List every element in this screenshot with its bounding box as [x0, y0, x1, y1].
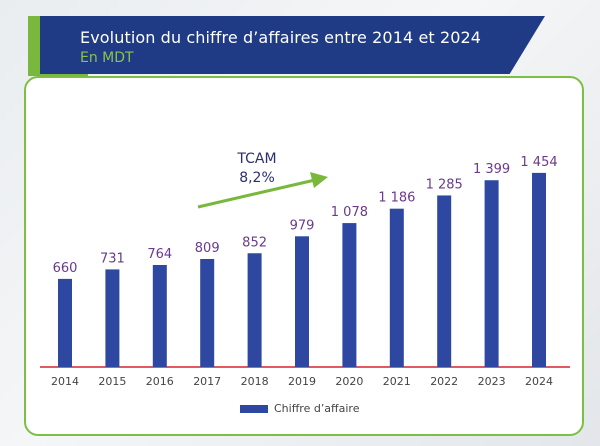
chart-title: Evolution du chiffre d’affaires entre 20…: [80, 28, 482, 47]
value-label-2015: 731: [100, 251, 125, 266]
chart-unit-subtitle: En MDT: [80, 50, 134, 66]
x-tick-label-2014: 2014: [51, 375, 79, 388]
value-label-2022: 1 285: [426, 177, 463, 192]
bar-2019: [295, 236, 309, 367]
x-tick-label-2022: 2022: [430, 375, 458, 388]
trend-arrow-head: [310, 172, 328, 188]
value-label-2018: 852: [242, 235, 267, 250]
bar-2016: [152, 265, 167, 367]
value-label-2014: 660: [53, 261, 78, 276]
value-label-2023: 1 399: [473, 162, 510, 177]
x-tick-label-2020: 2020: [335, 375, 363, 388]
x-tick-label-2023: 2023: [478, 375, 506, 388]
bar-2017: [200, 258, 215, 367]
value-label-2017: 809: [195, 241, 220, 256]
bar-2020: [342, 223, 357, 367]
x-tick-label-2019: 2019: [288, 375, 316, 388]
cagr-label: TCAM: [236, 151, 276, 167]
bar-2024: [532, 172, 546, 367]
legend-swatch: [240, 404, 268, 413]
cagr-value: 8,2%: [239, 170, 275, 186]
x-tick-label-2021: 2021: [383, 375, 411, 388]
x-tick-label-2024: 2024: [525, 375, 553, 388]
value-label-2016: 764: [147, 247, 172, 262]
value-label-2020: 1 078: [331, 205, 368, 220]
bar-2018: [247, 253, 262, 367]
bar-2022: [437, 195, 452, 367]
bar-2023: [484, 180, 499, 367]
x-tick-label-2017: 2017: [193, 375, 221, 388]
x-tick-label-2015: 2015: [98, 375, 126, 388]
value-label-2021: 1 186: [378, 191, 415, 206]
trend-arrow-shaft: [197, 178, 316, 209]
x-tick-label-2018: 2018: [241, 375, 269, 388]
bar-2014: [58, 278, 72, 367]
bar-2021: [389, 208, 404, 367]
chart-legend: Chiffre d’affaire: [240, 402, 359, 415]
value-label-2019: 979: [290, 218, 315, 233]
bar-2015: [105, 269, 120, 367]
value-label-2024: 1 454: [520, 155, 557, 170]
chart-header: Evolution du chiffre d’affaires entre 20…: [40, 16, 545, 74]
legend-label: Chiffre d’affaire: [274, 402, 360, 415]
x-tick-label-2016: 2016: [146, 375, 174, 388]
